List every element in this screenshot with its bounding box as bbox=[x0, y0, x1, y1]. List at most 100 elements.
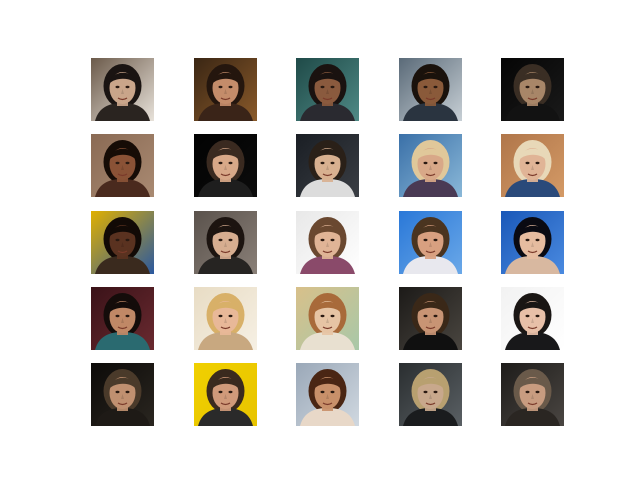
shoulders bbox=[505, 256, 560, 274]
mouth bbox=[117, 402, 128, 406]
face bbox=[519, 377, 546, 409]
mouth bbox=[220, 402, 231, 406]
hair-fringe bbox=[417, 377, 444, 389]
left-eye bbox=[218, 314, 223, 318]
hair-fringe bbox=[519, 225, 546, 237]
face bbox=[417, 377, 444, 409]
shoulders bbox=[300, 256, 355, 274]
left-eye bbox=[423, 390, 428, 394]
hair-fringe bbox=[519, 377, 546, 389]
nose bbox=[531, 165, 534, 170]
right-eye bbox=[433, 238, 438, 242]
face bbox=[519, 225, 546, 257]
left-eye bbox=[320, 314, 325, 318]
right-eye bbox=[330, 238, 335, 242]
shoulders bbox=[300, 179, 355, 197]
mouth bbox=[220, 97, 231, 101]
face-thumbnail bbox=[296, 134, 359, 197]
hair-fringe bbox=[519, 301, 546, 313]
face-man-smiling-yellow-bg bbox=[194, 363, 257, 426]
mouth bbox=[322, 402, 333, 406]
face-thumbnail bbox=[399, 287, 462, 350]
mouth bbox=[527, 402, 538, 406]
shoulders bbox=[300, 103, 355, 121]
face bbox=[417, 148, 444, 180]
face-thumbnail bbox=[399, 134, 462, 197]
mouth bbox=[425, 97, 436, 101]
mouth bbox=[425, 326, 436, 330]
right-eye bbox=[433, 314, 438, 318]
face bbox=[212, 377, 239, 409]
face-thumbnail bbox=[91, 58, 154, 121]
hair-fringe bbox=[212, 225, 239, 237]
face bbox=[109, 72, 136, 104]
face-thumbnail bbox=[501, 363, 564, 426]
hair-fringe bbox=[109, 72, 136, 84]
face-vintage-woman-portrait bbox=[296, 287, 359, 350]
nose bbox=[121, 242, 124, 247]
face bbox=[417, 72, 444, 104]
face bbox=[109, 301, 136, 333]
nose bbox=[429, 394, 432, 399]
left-eye bbox=[115, 85, 120, 89]
face-woman-brown-hair-smiling bbox=[296, 363, 359, 426]
right-eye bbox=[228, 161, 233, 165]
shoulders bbox=[95, 179, 150, 197]
face-young-man-fringe bbox=[296, 211, 359, 274]
face bbox=[314, 148, 341, 180]
face bbox=[212, 148, 239, 180]
nose bbox=[326, 242, 329, 247]
face-young-person-dark-hair bbox=[501, 287, 564, 350]
left-eye bbox=[423, 85, 428, 89]
right-eye bbox=[433, 390, 438, 394]
left-eye bbox=[525, 85, 530, 89]
face-thumbnail bbox=[91, 211, 154, 274]
face-thumbnail bbox=[194, 134, 257, 197]
left-eye bbox=[320, 161, 325, 165]
nose bbox=[224, 394, 227, 399]
nose bbox=[429, 165, 432, 170]
face-thumbnail bbox=[296, 363, 359, 426]
hair-fringe bbox=[314, 225, 341, 237]
nose bbox=[224, 242, 227, 247]
face-thumbnail bbox=[91, 287, 154, 350]
face-thumbnail bbox=[194, 58, 257, 121]
nose bbox=[326, 165, 329, 170]
shoulders bbox=[300, 332, 355, 350]
shoulders bbox=[505, 408, 560, 426]
face-man-blond-hair-dark-bg bbox=[399, 363, 462, 426]
shoulders bbox=[403, 408, 458, 426]
left-eye bbox=[218, 161, 223, 165]
right-eye bbox=[125, 161, 130, 165]
face bbox=[314, 225, 341, 257]
left-eye bbox=[525, 161, 530, 165]
right-eye bbox=[535, 85, 540, 89]
face-bald-man-glasses bbox=[91, 363, 154, 426]
nose bbox=[531, 318, 534, 323]
face-thumbnail bbox=[194, 363, 257, 426]
shoulders bbox=[95, 103, 150, 121]
nose bbox=[224, 165, 227, 170]
shoulders bbox=[403, 256, 458, 274]
mouth bbox=[425, 173, 436, 177]
face-man-smiling-blue-bg bbox=[399, 211, 462, 274]
face bbox=[212, 301, 239, 333]
nose bbox=[326, 394, 329, 399]
shoulders bbox=[403, 179, 458, 197]
face-woman-curly-hair-yellow-bg bbox=[91, 211, 154, 274]
face bbox=[109, 225, 136, 257]
right-eye bbox=[125, 238, 130, 242]
face-thumbnail bbox=[91, 363, 154, 426]
hair-fringe bbox=[417, 148, 444, 160]
face-thumbnail bbox=[296, 58, 359, 121]
mouth bbox=[220, 250, 231, 254]
nose bbox=[429, 318, 432, 323]
face bbox=[212, 225, 239, 257]
left-eye bbox=[115, 314, 120, 318]
face bbox=[314, 377, 341, 409]
face-thumbnail bbox=[194, 287, 257, 350]
face-woman-long-dark-hair bbox=[91, 134, 154, 197]
left-eye bbox=[423, 161, 428, 165]
shoulders bbox=[198, 408, 253, 426]
